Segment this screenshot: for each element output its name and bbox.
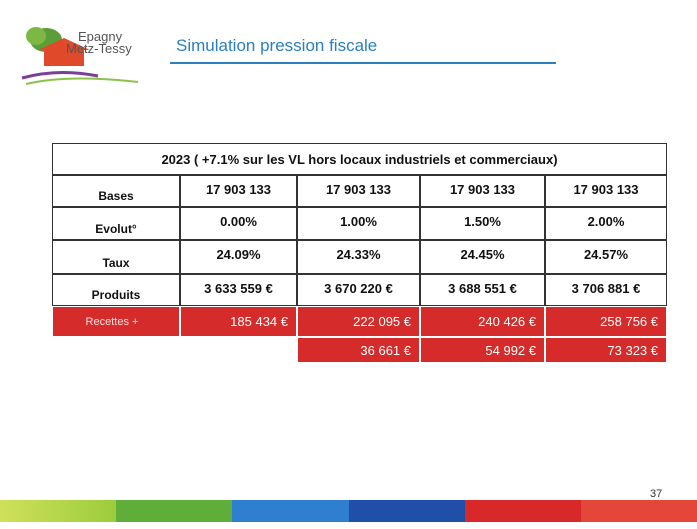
table-cell: 3 706 881 € [545,274,667,306]
table-cell: 24.57% [545,240,667,274]
table-cell: 24.33% [297,240,420,274]
recettes-cell: 240 426 € [420,306,545,337]
table-cell: 24.45% [420,240,545,274]
title: Simulation pression fiscale [176,36,378,55]
logo-text-2: Metz-Tessy [66,41,132,56]
row-label: Evolut° [52,207,180,240]
row-label: Produits [52,274,180,306]
table-header: 2023 ( +7.1% sur les VL hors locaux indu… [52,143,667,175]
table-cell: 17 903 133 [545,175,667,207]
recettes-cell: 258 756 € [545,306,667,337]
table-cell: 17 903 133 [420,175,545,207]
difference-cell: 54 992 € [420,337,545,363]
difference-cell: 73 323 € [545,337,667,363]
table-cell: 24.09% [180,240,297,274]
table-cell: 1.00% [297,207,420,240]
logo-text-1: Epagny [78,29,123,44]
page-number: 37 [650,488,663,500]
row-label: Bases [52,175,180,207]
table-cell: 3 670 220 € [297,274,420,306]
table-cell: 1.50% [420,207,545,240]
difference-cell: 36 661 € [297,337,420,363]
table-cell: 2.00% [545,207,667,240]
logo-graphic [21,27,139,85]
row-label: Taux [52,240,180,274]
table-cell: 3 688 551 € [420,274,545,306]
recettes-label: Recettes + [52,306,180,337]
table-cell: 17 903 133 [180,175,297,207]
recettes-cell: 185 434 € [180,306,297,337]
table-cell: 3 633 559 € [180,274,297,306]
table-cell: 17 903 133 [297,175,420,207]
color-strip [0,500,697,522]
table-cell: 0.00% [180,207,297,240]
recettes-cell: 222 095 € [297,306,420,337]
title-rule [170,62,556,64]
